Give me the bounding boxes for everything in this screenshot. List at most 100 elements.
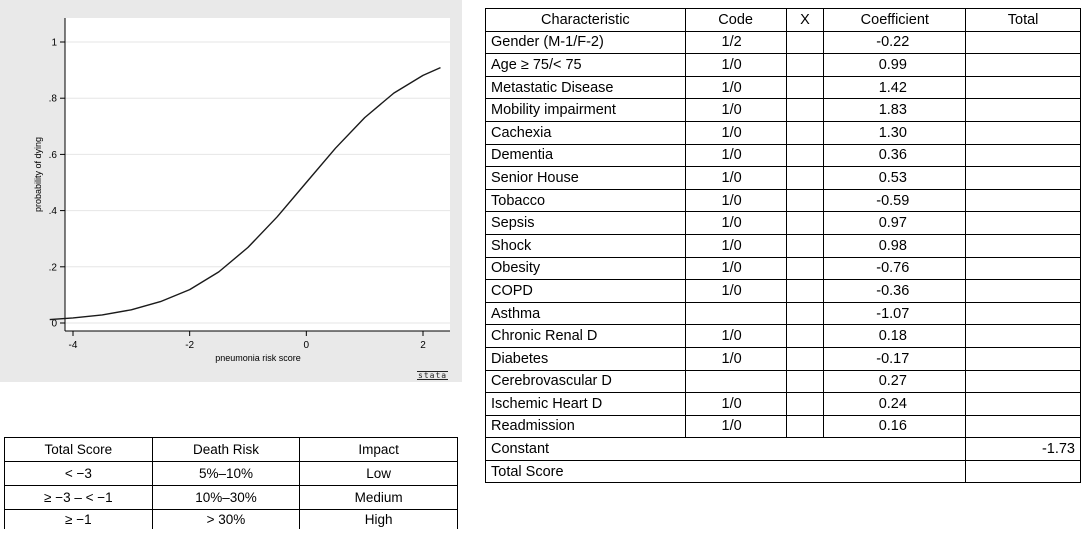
row-code: 1/0	[684, 166, 787, 190]
row-x	[785, 301, 825, 326]
table-row: Cerebrovascular D 0.27	[485, 369, 1081, 394]
row-total	[965, 392, 1081, 416]
row-code: 1/0	[684, 346, 787, 371]
col-header-total: Total	[965, 8, 1081, 32]
x-tick-label: -4	[69, 340, 78, 351]
row-x	[785, 143, 825, 168]
row-characteristic: Age ≥ 75/< 75	[485, 53, 686, 77]
stata-watermark: stata	[417, 371, 449, 380]
row-x	[785, 369, 825, 394]
row-total	[965, 143, 1081, 168]
row-coefficient: 0.53	[823, 166, 967, 190]
row-coefficient: 0.36	[823, 143, 967, 168]
table-row: Readmission 1/0 0.16	[485, 414, 1081, 439]
row-code: 1/0	[684, 98, 787, 122]
row-total	[965, 279, 1081, 303]
row-x	[785, 211, 825, 235]
row-characteristic: Senior House	[485, 166, 686, 190]
row-characteristic: Chronic Renal D	[485, 324, 686, 348]
table-row: Gender (M-1/F-2) 1/2 -0.22	[485, 30, 1081, 55]
row-code: 1/0	[684, 75, 787, 100]
row-total	[965, 98, 1081, 122]
row-x	[785, 256, 825, 281]
table-row: Metastatic Disease 1/0 1.42	[485, 75, 1081, 100]
table-row: Dementia 1/0 0.36	[485, 143, 1081, 168]
row-x	[785, 279, 825, 303]
row-coefficient: -0.59	[823, 188, 967, 213]
row-code	[684, 369, 787, 394]
row-code: 1/0	[684, 414, 787, 439]
row-characteristic: Sepsis	[485, 211, 686, 235]
row-total	[965, 120, 1081, 145]
row-code: 1/0	[684, 392, 787, 416]
constant-value: -1.73	[965, 437, 1081, 461]
row-characteristic: Ischemic Heart D	[485, 392, 686, 416]
row-code: 1/0	[684, 120, 787, 145]
row-x	[785, 392, 825, 416]
constant-row: Constant -1.73	[484, 437, 1081, 461]
row-coefficient: -0.22	[823, 30, 967, 55]
col-header-death-risk: Death Risk	[151, 437, 301, 462]
row-coefficient: 0.16	[823, 414, 967, 439]
row-coefficient: -1.07	[823, 301, 967, 326]
row-characteristic: Asthma	[485, 301, 686, 326]
row-characteristic: Diabetes	[485, 346, 686, 371]
row-coefficient: 1.83	[823, 98, 967, 122]
row-x	[785, 166, 825, 190]
x-tick-label: 2	[420, 340, 426, 351]
row-code: 1/0	[684, 143, 787, 168]
row-total	[965, 188, 1081, 213]
x-axis-title: pneumonia risk score	[215, 353, 301, 363]
row-coefficient: 0.99	[823, 53, 967, 77]
x-tick-label: 0	[304, 340, 310, 351]
risk-row-score: ≥ −1	[4, 509, 153, 530]
row-x	[785, 53, 825, 77]
row-total	[965, 211, 1081, 235]
chart-panel: 0 .2 .4 .6 .8 1 -4 -2 0 2 pneumonia risk score prob…	[0, 0, 462, 382]
row-x	[785, 188, 825, 213]
risk-table-header-row: Total Score Death Risk Impact	[4, 437, 458, 462]
table-row: Diabetes 1/0 -0.17	[485, 346, 1081, 371]
row-code: 1/0	[684, 256, 787, 281]
table-row: Tobacco 1/0 -0.59	[485, 188, 1081, 213]
y-tick-label: 0	[51, 319, 57, 330]
y-tick-label: 1	[51, 38, 57, 49]
row-characteristic: Cerebrovascular D	[485, 369, 686, 394]
table-row: Cachexia 1/0 1.30	[485, 120, 1081, 145]
table-row: ≥ −1 > 30% High	[4, 509, 458, 530]
row-coefficient: -0.36	[823, 279, 967, 303]
col-header-coefficient: Coefficient	[823, 8, 967, 32]
row-coefficient: 1.30	[823, 120, 967, 145]
row-characteristic: Shock	[485, 233, 686, 258]
y-tick-label: .4	[49, 206, 58, 217]
row-coefficient: 0.98	[823, 233, 967, 258]
row-characteristic: Mobility impairment	[485, 98, 686, 122]
risk-row-death-risk: 10%–30%	[151, 485, 301, 510]
plot-area	[65, 18, 450, 331]
row-code: 1/0	[684, 211, 787, 235]
row-total	[965, 75, 1081, 100]
row-total	[965, 369, 1081, 394]
table-row: Obesity 1/0 -0.76	[485, 256, 1081, 281]
table-row: Senior House 1/0 0.53	[485, 166, 1081, 190]
row-code: 1/2	[684, 30, 787, 55]
row-code: 1/0	[684, 233, 787, 258]
col-header-total-score: Total Score	[4, 437, 153, 462]
total-score-label: Total Score	[484, 459, 967, 484]
x-tick-label: -2	[185, 340, 194, 351]
row-x	[785, 324, 825, 348]
table-row: ≥ −3 – < −1 10%–30% Medium	[4, 485, 458, 510]
row-x	[785, 414, 825, 439]
row-coefficient: 0.97	[823, 211, 967, 235]
row-total	[965, 233, 1081, 258]
risk-table: Total Score Death Risk Impact < −3 5%–10%…	[4, 437, 458, 530]
row-code	[684, 301, 787, 326]
coef-table-header-row: Characteristic Code X Coefficient Total	[485, 8, 1081, 32]
row-total	[965, 53, 1081, 77]
table-row: Sepsis 1/0 0.97	[485, 211, 1081, 235]
row-characteristic: COPD	[485, 279, 686, 303]
risk-row-death-risk: 5%–10%	[151, 461, 301, 486]
row-total	[965, 324, 1081, 348]
row-characteristic: Obesity	[485, 256, 686, 281]
row-characteristic: Tobacco	[485, 188, 686, 213]
